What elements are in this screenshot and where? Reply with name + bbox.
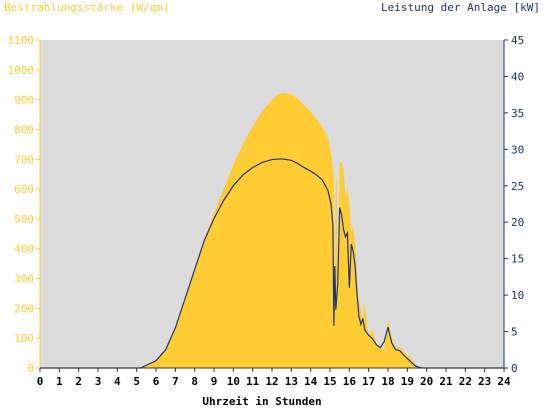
x-tick-label: 18 bbox=[381, 375, 394, 388]
x-tick-label: 21 bbox=[439, 375, 453, 388]
x-tick-label: 16 bbox=[343, 375, 357, 388]
x-tick-label: 23 bbox=[478, 375, 491, 388]
x-tick-label: 24 bbox=[497, 375, 511, 388]
right-tick-label: 40 bbox=[511, 70, 524, 83]
x-tick-label: 3 bbox=[95, 375, 102, 388]
left-tick-label: 400 bbox=[14, 243, 34, 256]
left-tick-label: 1100 bbox=[8, 34, 35, 47]
x-tick-label: 13 bbox=[285, 375, 298, 388]
right-tick-label: 30 bbox=[511, 143, 524, 156]
right-tick-label: 5 bbox=[511, 326, 518, 339]
x-axis-title: Uhrzeit in Stunden bbox=[202, 395, 321, 408]
right-tick-label: 10 bbox=[511, 289, 524, 302]
left-tick-label: 600 bbox=[14, 183, 34, 196]
x-tick-label: 2 bbox=[75, 375, 82, 388]
right-tick-label: 20 bbox=[511, 216, 524, 229]
x-tick-label: 8 bbox=[191, 375, 198, 388]
right-tick-label: 45 bbox=[511, 34, 524, 47]
left-tick-label: 800 bbox=[14, 123, 34, 136]
x-tick-label: 1 bbox=[56, 375, 63, 388]
right-tick-label: 0 bbox=[511, 362, 518, 375]
irradiance-area bbox=[40, 93, 504, 368]
x-tick-label: 9 bbox=[211, 375, 218, 388]
x-tick-label: 17 bbox=[362, 375, 375, 388]
x-tick-label: 6 bbox=[153, 375, 160, 388]
x-tick-label: 7 bbox=[172, 375, 179, 388]
left-tick-label: 1000 bbox=[8, 64, 35, 77]
right-axis-title: Leistung der Anlage [kW] bbox=[381, 1, 540, 14]
left-axis-title: Bestrahlungsstärke [W/qm] bbox=[4, 1, 170, 14]
left-tick-label: 100 bbox=[14, 332, 34, 345]
left-tick-label: 200 bbox=[14, 302, 34, 315]
x-tick-label: 0 bbox=[37, 375, 44, 388]
x-tick-label: 15 bbox=[323, 375, 336, 388]
x-tick-label: 14 bbox=[304, 375, 318, 388]
right-tick-label: 35 bbox=[511, 107, 524, 120]
power-line bbox=[40, 158, 504, 369]
left-tick-label: 0 bbox=[27, 362, 34, 375]
left-tick-label: 300 bbox=[14, 273, 34, 286]
x-tick-label: 20 bbox=[420, 375, 433, 388]
x-tick-label: 22 bbox=[459, 375, 472, 388]
left-tick-label: 900 bbox=[14, 94, 34, 107]
x-tick-label: 12 bbox=[265, 375, 278, 388]
x-tick-label: 10 bbox=[227, 375, 240, 388]
left-tick-label: 700 bbox=[14, 153, 34, 166]
x-tick-label: 11 bbox=[246, 375, 260, 388]
right-tick-label: 25 bbox=[511, 180, 524, 193]
x-tick-label: 4 bbox=[114, 375, 121, 388]
left-tick-label: 500 bbox=[14, 213, 34, 226]
x-tick-label: 19 bbox=[401, 375, 414, 388]
x-tick-label: 5 bbox=[133, 375, 140, 388]
right-tick-label: 15 bbox=[511, 253, 524, 266]
